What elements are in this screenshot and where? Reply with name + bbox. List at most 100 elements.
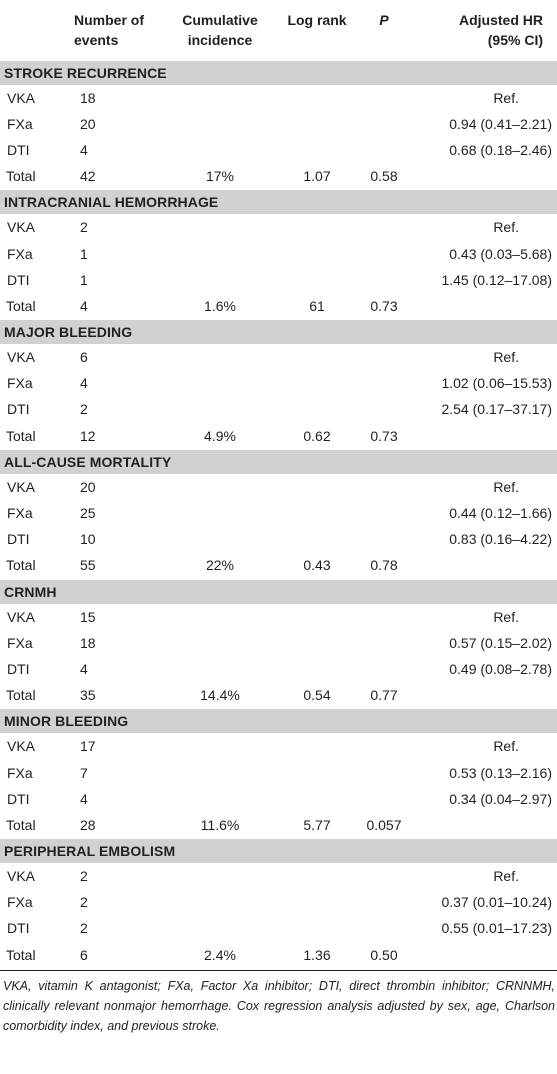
- log-rank-cell: [276, 604, 358, 630]
- p-value-cell: [358, 396, 410, 422]
- log-rank-cell: [276, 500, 358, 526]
- adjusted-hr-cell: Ref.: [493, 219, 519, 236]
- section-header-row: ALL-CAUSE MORTALITY: [0, 448, 557, 474]
- row-label: VKA: [7, 608, 36, 625]
- p-value-cell: [358, 733, 410, 759]
- adjusted-hr-cell: [410, 942, 557, 968]
- cumulative-incidence-cell: [164, 214, 276, 240]
- table-row: DTI 1 1.45 (0.12–17.08): [0, 267, 557, 293]
- adjusted-hr-cell: Ref.: [493, 89, 519, 106]
- row-label: DTI: [7, 920, 30, 937]
- cumulative-incidence-cell: [164, 137, 276, 163]
- row-label: FXa: [7, 764, 33, 781]
- row-label: DTI: [7, 531, 30, 548]
- p-value-cell: [358, 630, 410, 656]
- header-number-of-events: Number of events: [70, 0, 164, 60]
- adjusted-hr-cell: 0.49 (0.08–2.78): [449, 660, 552, 677]
- row-label: FXa: [7, 375, 33, 392]
- events-cell: 15: [80, 608, 96, 625]
- table-row: FXa 25 0.44 (0.12–1.66): [0, 500, 557, 526]
- cumulative-incidence-cell: 2.4%: [204, 946, 236, 963]
- cumulative-incidence-cell: [164, 630, 276, 656]
- p-value-cell: [358, 214, 410, 240]
- log-rank-cell: 0.62: [303, 427, 331, 444]
- cumulative-incidence-cell: 11.6%: [200, 816, 240, 833]
- events-cell: 42: [80, 168, 96, 185]
- log-rank-cell: [276, 344, 358, 370]
- table-row: DTI 10 0.83 (0.16–4.22): [0, 526, 557, 552]
- row-label: VKA: [7, 349, 36, 366]
- table-row: Total 6 2.4% 1.36 0.50: [0, 942, 557, 968]
- log-rank-cell: [276, 137, 358, 163]
- log-rank-cell: [276, 474, 358, 500]
- events-cell: 2: [80, 219, 88, 236]
- log-rank-cell: [276, 267, 358, 293]
- table-row: FXa 2 0.37 (0.01–10.24): [0, 889, 557, 915]
- row-label: DTI: [7, 271, 30, 288]
- section-title: PERIPHERAL EMBOLISM: [0, 838, 557, 863]
- adjusted-hr-cell: 0.34 (0.04–2.97): [449, 790, 552, 807]
- adjusted-hr-cell: 0.44 (0.12–1.66): [449, 505, 552, 522]
- row-label: VKA: [7, 478, 36, 495]
- events-cell: 6: [80, 349, 88, 366]
- row-label: DTI: [7, 141, 30, 158]
- table-body: STROKE RECURRENCE VKA 18 Ref. FXa 20 0.94 (0.4…: [0, 59, 557, 968]
- cumulative-incidence-cell: [164, 526, 276, 552]
- cumulative-incidence-cell: [164, 863, 276, 889]
- table-row: VKA 6 Ref.: [0, 344, 557, 370]
- events-cell: 4: [80, 375, 88, 392]
- cumulative-incidence-cell: [164, 111, 276, 137]
- table-footnote: VKA, vitamin K antagonist; FXa, Factor X…: [0, 969, 557, 1036]
- p-value-cell: [358, 500, 410, 526]
- events-cell: 25: [80, 505, 96, 522]
- p-value-cell: 0.50: [370, 946, 398, 963]
- row-label: VKA: [7, 738, 36, 755]
- p-value-cell: [358, 111, 410, 137]
- log-rank-cell: [276, 240, 358, 266]
- row-label: DTI: [7, 401, 30, 418]
- row-label: FXa: [7, 894, 33, 911]
- log-rank-cell: [276, 863, 358, 889]
- events-cell: 4: [80, 790, 88, 807]
- row-label: Total: [6, 427, 36, 444]
- header-cum-line1: Cumulative: [182, 12, 258, 28]
- p-value-cell: 0.057: [366, 816, 402, 833]
- cumulative-incidence-cell: [164, 474, 276, 500]
- adjusted-hr-cell: 0.53 (0.13–2.16): [449, 764, 552, 781]
- events-cell: 28: [80, 816, 96, 833]
- log-rank-cell: [276, 370, 358, 396]
- p-value-cell: 0.73: [370, 297, 398, 314]
- table-row: FXa 7 0.53 (0.13–2.16): [0, 759, 557, 785]
- outcomes-table: Number of events Cumulative incidence Lo…: [0, 0, 557, 968]
- events-cell: 4: [80, 660, 88, 677]
- cumulative-incidence-cell: [164, 786, 276, 812]
- section-header-row: MAJOR BLEEDING: [0, 319, 557, 344]
- header-hr-line2: (95% CI): [487, 32, 543, 48]
- events-cell: 35: [80, 687, 96, 704]
- log-rank-cell: [276, 786, 358, 812]
- header-cumulative-incidence: Cumulative incidence: [164, 0, 276, 60]
- header-hr-line1: Adjusted HR: [459, 12, 543, 28]
- adjusted-hr-cell: Ref.: [493, 349, 519, 366]
- cumulative-incidence-cell: 1.6%: [204, 297, 236, 314]
- cumulative-incidence-cell: [164, 733, 276, 759]
- table-row: VKA 2 Ref.: [0, 214, 557, 240]
- section-header-row: MINOR BLEEDING: [0, 708, 557, 734]
- p-value-cell: [358, 370, 410, 396]
- log-rank-cell: [276, 526, 358, 552]
- table-row: DTI 2 2.54 (0.17–37.17): [0, 396, 557, 422]
- table-row: Total 12 4.9% 0.62 0.73: [0, 423, 557, 450]
- events-cell: 4: [80, 297, 88, 314]
- table-row: DTI 2 0.55 (0.01–17.23): [0, 915, 557, 941]
- p-value-cell: [358, 137, 410, 163]
- p-value-cell: [358, 526, 410, 552]
- events-cell: 18: [80, 89, 96, 106]
- log-rank-cell: [276, 889, 358, 915]
- row-label: DTI: [7, 790, 30, 807]
- events-cell: 10: [80, 531, 96, 548]
- section-header-row: PERIPHERAL EMBOLISM: [0, 838, 557, 863]
- p-value-cell: [358, 759, 410, 785]
- cumulative-incidence-cell: [164, 240, 276, 266]
- header-cum-line2: incidence: [187, 32, 253, 48]
- events-cell: 17: [80, 738, 96, 755]
